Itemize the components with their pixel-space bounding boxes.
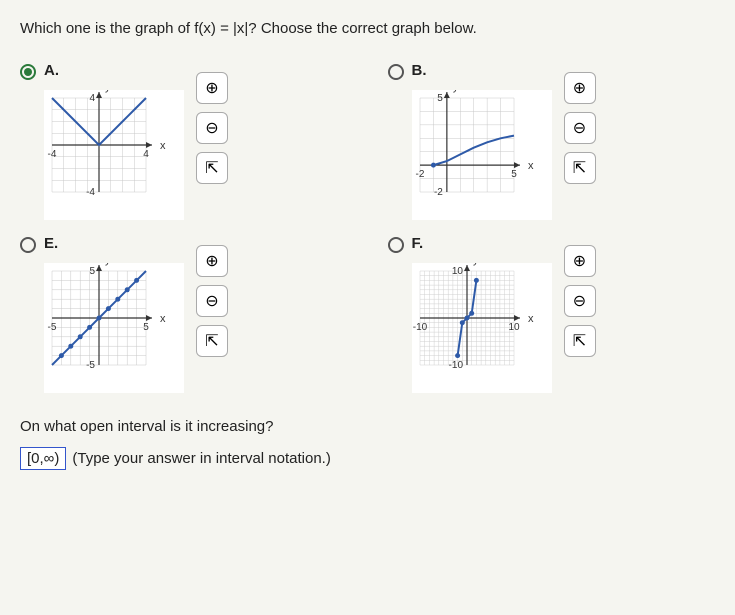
graph-f: -10 10 -10 10 x y xyxy=(412,263,552,398)
radio-a[interactable] xyxy=(20,64,36,80)
graph-a: -44-44xy xyxy=(44,90,184,225)
svg-text:-10: -10 xyxy=(412,322,427,333)
svg-text:4: 4 xyxy=(89,93,95,104)
svg-text:y: y xyxy=(105,90,111,93)
svg-text:-5: -5 xyxy=(86,360,95,371)
sub-question: On what open interval is it increasing? xyxy=(20,418,715,435)
answer-input[interactable]: [0,∞) xyxy=(20,447,66,470)
tools-b: ⊕ ⊖ ⇱ xyxy=(564,72,596,184)
option-f[interactable]: F. -10 10 -10 10 x y ⊕ ⊖ ⇱ xyxy=(388,235,716,398)
answer-row: [0,∞) (Type your answer in interval nota… xyxy=(20,447,715,470)
radio-b[interactable] xyxy=(388,64,404,80)
zoom-in-icon[interactable]: ⊕ xyxy=(564,72,596,104)
radio-f[interactable] xyxy=(388,237,404,253)
popout-icon[interactable]: ⇱ xyxy=(196,152,228,184)
svg-text:5: 5 xyxy=(511,169,517,180)
svg-text:10: 10 xyxy=(451,266,463,277)
option-e-label: E. xyxy=(44,235,58,252)
svg-text:y: y xyxy=(105,263,111,266)
radio-e[interactable] xyxy=(20,237,36,253)
svg-text:5: 5 xyxy=(143,322,149,333)
option-e[interactable]: E. -55-55xy ⊕ ⊖ ⇱ xyxy=(20,235,348,398)
zoom-out-icon[interactable]: ⊖ xyxy=(196,285,228,317)
question-text: Which one is the graph of f(x) = |x|? Ch… xyxy=(20,20,715,37)
tools-e: ⊕ ⊖ ⇱ xyxy=(196,245,228,357)
zoom-in-icon[interactable]: ⊕ xyxy=(196,72,228,104)
zoom-in-icon[interactable]: ⊕ xyxy=(196,245,228,277)
svg-text:-5: -5 xyxy=(48,322,57,333)
answer-hint: (Type your answer in interval notation.) xyxy=(72,450,330,467)
graph-b: -25-25xy xyxy=(412,90,552,225)
svg-text:x: x xyxy=(160,313,166,325)
svg-text:5: 5 xyxy=(437,93,443,104)
svg-text:4: 4 xyxy=(143,149,149,160)
option-b[interactable]: B. -25-25xy ⊕ ⊖ ⇱ xyxy=(388,62,716,225)
option-f-label: F. xyxy=(412,235,424,252)
svg-text:-2: -2 xyxy=(433,187,442,198)
tools-f: ⊕ ⊖ ⇱ xyxy=(564,245,596,357)
svg-text:x: x xyxy=(160,140,166,152)
svg-text:y: y xyxy=(473,263,479,266)
option-a[interactable]: A. -44-44xy ⊕ ⊖ ⇱ xyxy=(20,62,348,225)
svg-text:5: 5 xyxy=(89,266,95,277)
svg-text:10: 10 xyxy=(508,322,520,333)
options-grid: A. -44-44xy ⊕ ⊖ ⇱ B. -25-25xy ⊕ ⊖ ⇱ xyxy=(20,62,715,398)
svg-text:y: y xyxy=(452,90,458,93)
svg-text:-2: -2 xyxy=(415,169,424,180)
graph-e: -55-55xy xyxy=(44,263,184,398)
zoom-out-icon[interactable]: ⊖ xyxy=(564,112,596,144)
tools-a: ⊕ ⊖ ⇱ xyxy=(196,72,228,184)
svg-text:-4: -4 xyxy=(48,149,57,160)
popout-icon[interactable]: ⇱ xyxy=(196,325,228,357)
option-b-label: B. xyxy=(412,62,427,79)
svg-text:x: x xyxy=(528,313,534,325)
zoom-out-icon[interactable]: ⊖ xyxy=(196,112,228,144)
popout-icon[interactable]: ⇱ xyxy=(564,152,596,184)
svg-text:-4: -4 xyxy=(86,187,95,198)
svg-text:x: x xyxy=(528,160,534,172)
svg-text:-10: -10 xyxy=(448,360,463,371)
zoom-in-icon[interactable]: ⊕ xyxy=(564,245,596,277)
popout-icon[interactable]: ⇱ xyxy=(564,325,596,357)
zoom-out-icon[interactable]: ⊖ xyxy=(564,285,596,317)
option-a-label: A. xyxy=(44,62,59,79)
